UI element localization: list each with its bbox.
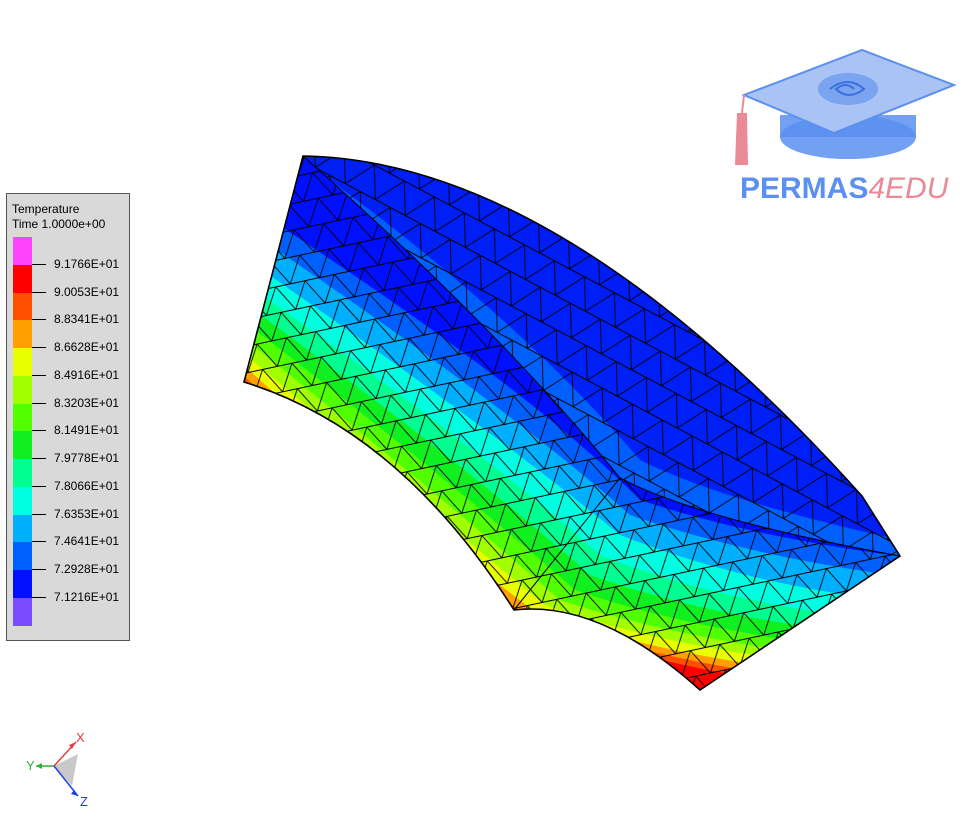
legend-tick xyxy=(32,430,46,432)
legend-swatch xyxy=(13,375,32,404)
y-axis-label: Y xyxy=(26,758,35,773)
legend-value: 9.0053E+01 xyxy=(54,284,120,299)
legend-swatch xyxy=(13,542,32,571)
logo-text-accent: 4EDU xyxy=(868,172,949,205)
legend-swatch xyxy=(13,459,32,487)
logo-wordmark: PERMAS4EDU xyxy=(740,172,948,206)
x-axis-label: X xyxy=(76,730,85,745)
legend-swatch xyxy=(13,570,32,598)
legend-value: 8.1491E+01 xyxy=(54,423,120,438)
legend-tick xyxy=(32,263,46,265)
legend-tick xyxy=(32,458,46,459)
legend-time: Time 1.0000e+00 xyxy=(12,217,106,231)
legend-value: 7.6353E+01 xyxy=(54,506,120,521)
legend-tick xyxy=(32,569,46,570)
legend-tick xyxy=(32,374,46,376)
model-outline xyxy=(243,155,902,692)
legend-value: 9.1766E+01 xyxy=(54,256,120,271)
legend-swatch xyxy=(13,264,32,293)
legend-value: 7.4641E+01 xyxy=(54,534,120,549)
legend-swatch xyxy=(13,597,32,626)
legend-value: 7.8066E+01 xyxy=(54,478,120,493)
logo-text-main: PERMAS xyxy=(740,172,869,205)
legend-value: 8.8341E+01 xyxy=(54,312,120,327)
legend-swatch xyxy=(13,237,32,265)
legend-tick xyxy=(32,485,46,487)
legend-tick xyxy=(32,402,46,404)
legend-tick xyxy=(32,347,46,348)
legend-title: Temperature xyxy=(12,202,80,216)
legend-value: 8.6628E+01 xyxy=(54,340,120,354)
z-axis-label: Z xyxy=(80,794,88,809)
legend-swatch xyxy=(13,514,32,543)
legend-tick xyxy=(32,319,46,321)
legend-swatch xyxy=(13,320,32,349)
legend-swatch xyxy=(13,486,32,515)
legend-value: 7.1216E+01 xyxy=(54,589,120,604)
axis-triad[interactable]: X Y Z xyxy=(20,728,100,813)
legend-swatch xyxy=(13,348,32,376)
legend-tick xyxy=(32,291,46,293)
legend-value: 8.3203E+01 xyxy=(54,395,120,410)
legend-tick xyxy=(32,541,46,543)
legend-swatch xyxy=(13,292,32,321)
legend-value: 8.4916E+01 xyxy=(54,367,120,382)
legend-value: 7.9778E+01 xyxy=(54,451,120,465)
legend-tick xyxy=(32,596,46,598)
legend-swatch xyxy=(13,403,32,432)
legend-swatch xyxy=(13,431,32,460)
legend-tick xyxy=(32,513,46,515)
permas4edu-logo xyxy=(735,48,957,165)
color-legend: Temperature Time 1.0000e+00 9.1766E+01 9.… xyxy=(6,193,130,641)
legend-value: 7.2928E+01 xyxy=(54,562,120,576)
